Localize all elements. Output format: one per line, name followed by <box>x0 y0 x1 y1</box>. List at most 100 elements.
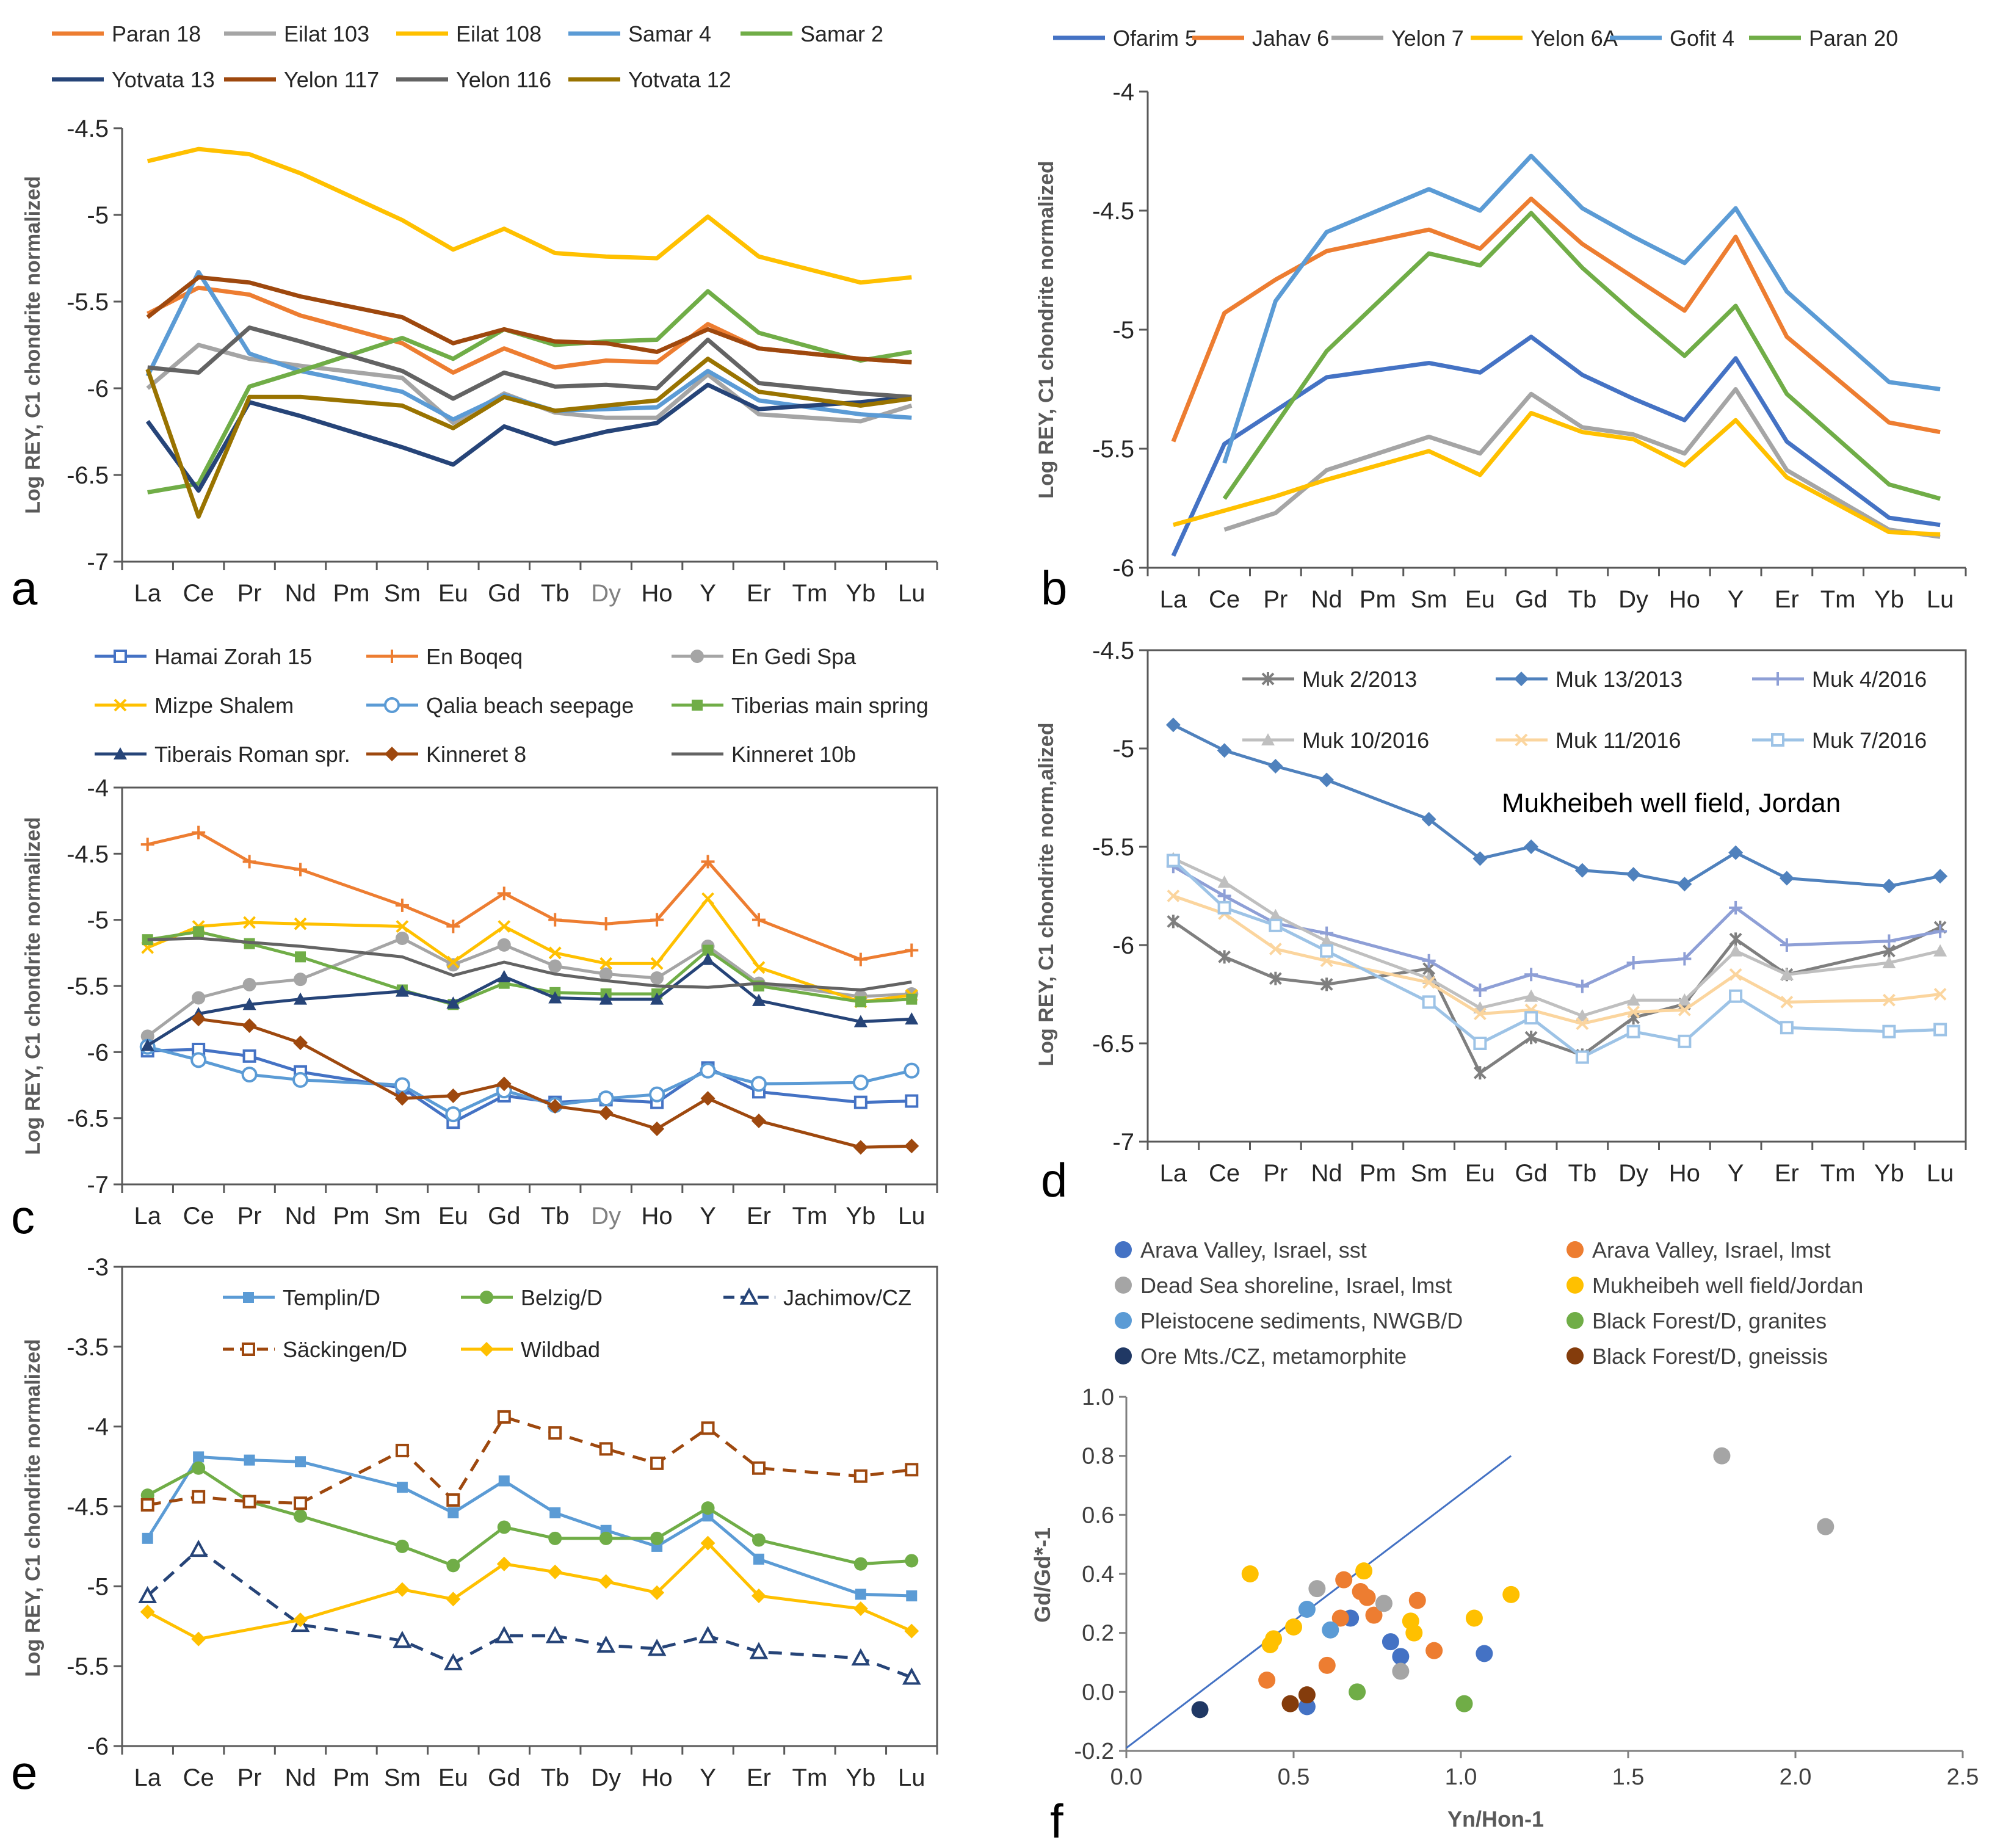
data-point-templin-d <box>855 1589 866 1600</box>
y-axis-label: Log REY, C1 chondrite normalized <box>21 817 45 1155</box>
panel-e-chart: -6 -5.5 -5 -4.5 -4 -3.5 -3 La Ce Pr Nd Pm Sm Eu Gd Tb Dy… <box>21 1254 938 1791</box>
legend-marker-muk-11-2016 <box>1515 733 1528 747</box>
category-label-er: Er <box>747 1203 771 1230</box>
data-point-jachimov-cz <box>851 1648 871 1666</box>
series-line-yelon-117 <box>146 275 912 364</box>
data-point-muk-4-2016 <box>1217 889 1231 903</box>
series-muk-2-2013 <box>1167 915 1947 1080</box>
legend-label-kinneret-8: Kinneret 8 <box>426 742 526 767</box>
legend-marker-arava-valley-israel-sst <box>1115 1241 1132 1258</box>
legend-marker-black-forest-d-granites <box>1566 1312 1584 1329</box>
data-point-muk-13-2013 <box>1728 845 1744 860</box>
data-point-tiberais-roman-spr <box>752 993 766 1006</box>
category-label-pm: Pm <box>1360 1160 1396 1187</box>
y-tick-label: -5 <box>87 907 109 934</box>
data-point-arava-valley-israel-lmst <box>1318 1656 1336 1674</box>
data-point-wildbad <box>140 1604 155 1620</box>
data-point-ore-mts-cz-metamorphite <box>1191 1701 1209 1719</box>
series-yotvata-13 <box>145 382 912 493</box>
category-label-pr: Pr <box>237 580 262 607</box>
data-point-tiberais-roman-spr <box>140 1038 154 1051</box>
data-point-wildbad <box>293 1612 308 1628</box>
data-point-qalia-beach-seepage <box>852 1074 869 1091</box>
data-point-belzig-d <box>192 1461 206 1475</box>
legend-label-yelon-116: Yelon 116 <box>456 67 551 92</box>
data-point-jachimov-cz <box>902 1667 921 1685</box>
y-tick-label: -5.5 <box>67 1653 109 1680</box>
legend-label-mukheibeh-well-field-jordan: Mukheibeh well field/Jordan <box>1592 1273 1863 1298</box>
category-label-pr: Pr <box>237 1764 262 1791</box>
legend-item-qalia-beach-seepage: Qalia beach seepage <box>366 693 634 718</box>
series-line-yelon-116 <box>147 325 912 401</box>
series-line-muk-7-2016 <box>1172 859 1941 1059</box>
legend-marker-hamai-zorah-15 <box>114 650 127 663</box>
legend-item-gofit-4: Gofit 4 <box>1610 26 1734 51</box>
legend-marker-tiberais-roman-spr <box>114 747 127 759</box>
legend-marker-s-ckingen-d <box>242 1343 255 1356</box>
series-line-gofit-4 <box>1222 153 1941 464</box>
category-label-tb: Tb <box>541 1203 570 1230</box>
legend-marker-ore-mts-cz-metamorphite <box>1115 1347 1132 1364</box>
data-point-tiberais-roman-spr <box>599 992 613 1005</box>
legend-label-en-gedi-spa: En Gedi Spa <box>731 644 857 669</box>
y-tick-label: -6.5 <box>1092 1031 1134 1057</box>
data-point-muk-10-2016 <box>1729 944 1743 957</box>
series-eilat-108 <box>147 147 912 285</box>
legend: Arava Valley, Israel, sst Arava Valley, I… <box>1115 1237 1863 1369</box>
data-point-belzig-d <box>650 1531 664 1545</box>
data-point-muk-11-2016 <box>1167 890 1180 902</box>
data-point-dead-sea-shoreline-israel-lmst <box>1713 1447 1731 1465</box>
data-point-muk-13-2013 <box>1626 867 1641 882</box>
legend-label-muk-10-2016: Muk 10/2016 <box>1302 728 1429 753</box>
data-point-muk-11-2016 <box>1933 988 1947 1001</box>
legend-label-hamai-zorah-15: Hamai Zorah 15 <box>154 644 312 669</box>
data-point-muk-7-2016 <box>1269 918 1283 932</box>
data-point-jachimov-cz <box>698 1626 717 1643</box>
data-point-en-gedi-spa <box>395 932 409 945</box>
data-point-pleistocene-sediments-nwgb-d <box>1322 1621 1339 1639</box>
series-templin-d <box>142 1451 918 1602</box>
y-tick-label: -6.5 <box>67 462 109 489</box>
y-axis-label: Gd/Gd*-1 <box>1030 1527 1055 1623</box>
category-label-sm: Sm <box>384 1764 421 1791</box>
legend-item-kinneret-10b: Kinneret 10b <box>672 742 856 767</box>
data-point-qalia-beach-seepage <box>750 1076 767 1092</box>
data-point-tiberias-main-spring <box>855 996 866 1007</box>
data-point-kinneret-8 <box>446 1088 461 1103</box>
series-ore-mts-cz-metamorphite <box>1191 1701 1209 1719</box>
data-point-arava-valley-israel-lmst <box>1365 1606 1383 1624</box>
data-point-dead-sea-shoreline-israel-lmst <box>1392 1662 1410 1680</box>
x-tick-label: 0.5 <box>1278 1764 1310 1790</box>
category-label-tb: Tb <box>541 1764 570 1791</box>
data-point-mizpe-shalem <box>294 917 307 930</box>
data-point-wildbad <box>446 1592 461 1607</box>
data-point-tiberias-main-spring <box>906 993 918 1005</box>
data-point-en-boqeq <box>497 886 511 900</box>
legend-label-kinneret-10b: Kinneret 10b <box>731 742 856 767</box>
category-label-la: La <box>134 1764 161 1791</box>
series-line-kinneret-10b <box>147 937 912 991</box>
data-point-muk-7-2016 <box>1320 944 1334 958</box>
legend-item-black-forest-d-gneissis: Black Forest/D, gneissis <box>1566 1344 1828 1369</box>
data-point-arava-valley-israel-sst <box>1392 1648 1410 1665</box>
legend-item-kinneret-8: Kinneret 8 <box>366 742 526 767</box>
data-point-muk-2-2013 <box>1320 977 1333 991</box>
data-point-pleistocene-sediments-nwgb-d <box>1298 1601 1316 1618</box>
series-line-mizpe-shalem <box>147 897 912 1004</box>
legend-item-paran-18: Paran 18 <box>52 21 201 46</box>
legend-item-pleistocene-sediments-nwgb-d: Pleistocene sediments, NWGB/D <box>1115 1308 1463 1333</box>
data-point-tiberais-roman-spr <box>242 998 256 1010</box>
data-point-tiberias-main-spring <box>295 951 306 963</box>
legend-item-tiberias-main-spring: Tiberias main spring <box>672 693 929 718</box>
category-label-lu: Lu <box>898 580 925 607</box>
series-jahav-6 <box>1171 197 1941 443</box>
y-tick-label: -5.5 <box>67 289 109 316</box>
data-point-dead-sea-shoreline-israel-lmst <box>1375 1595 1393 1612</box>
category-label-pm: Pm <box>333 1203 369 1230</box>
legend-item-muk-13-2013: Muk 13/2013 <box>1496 667 1682 692</box>
category-label-tm: Tm <box>1820 586 1856 613</box>
series-jachimov-cz <box>138 1539 921 1685</box>
series-line-s-ckingen-d <box>147 1415 912 1507</box>
y-tick-label: -4 <box>87 1414 109 1441</box>
data-point-templin-d <box>753 1553 764 1565</box>
